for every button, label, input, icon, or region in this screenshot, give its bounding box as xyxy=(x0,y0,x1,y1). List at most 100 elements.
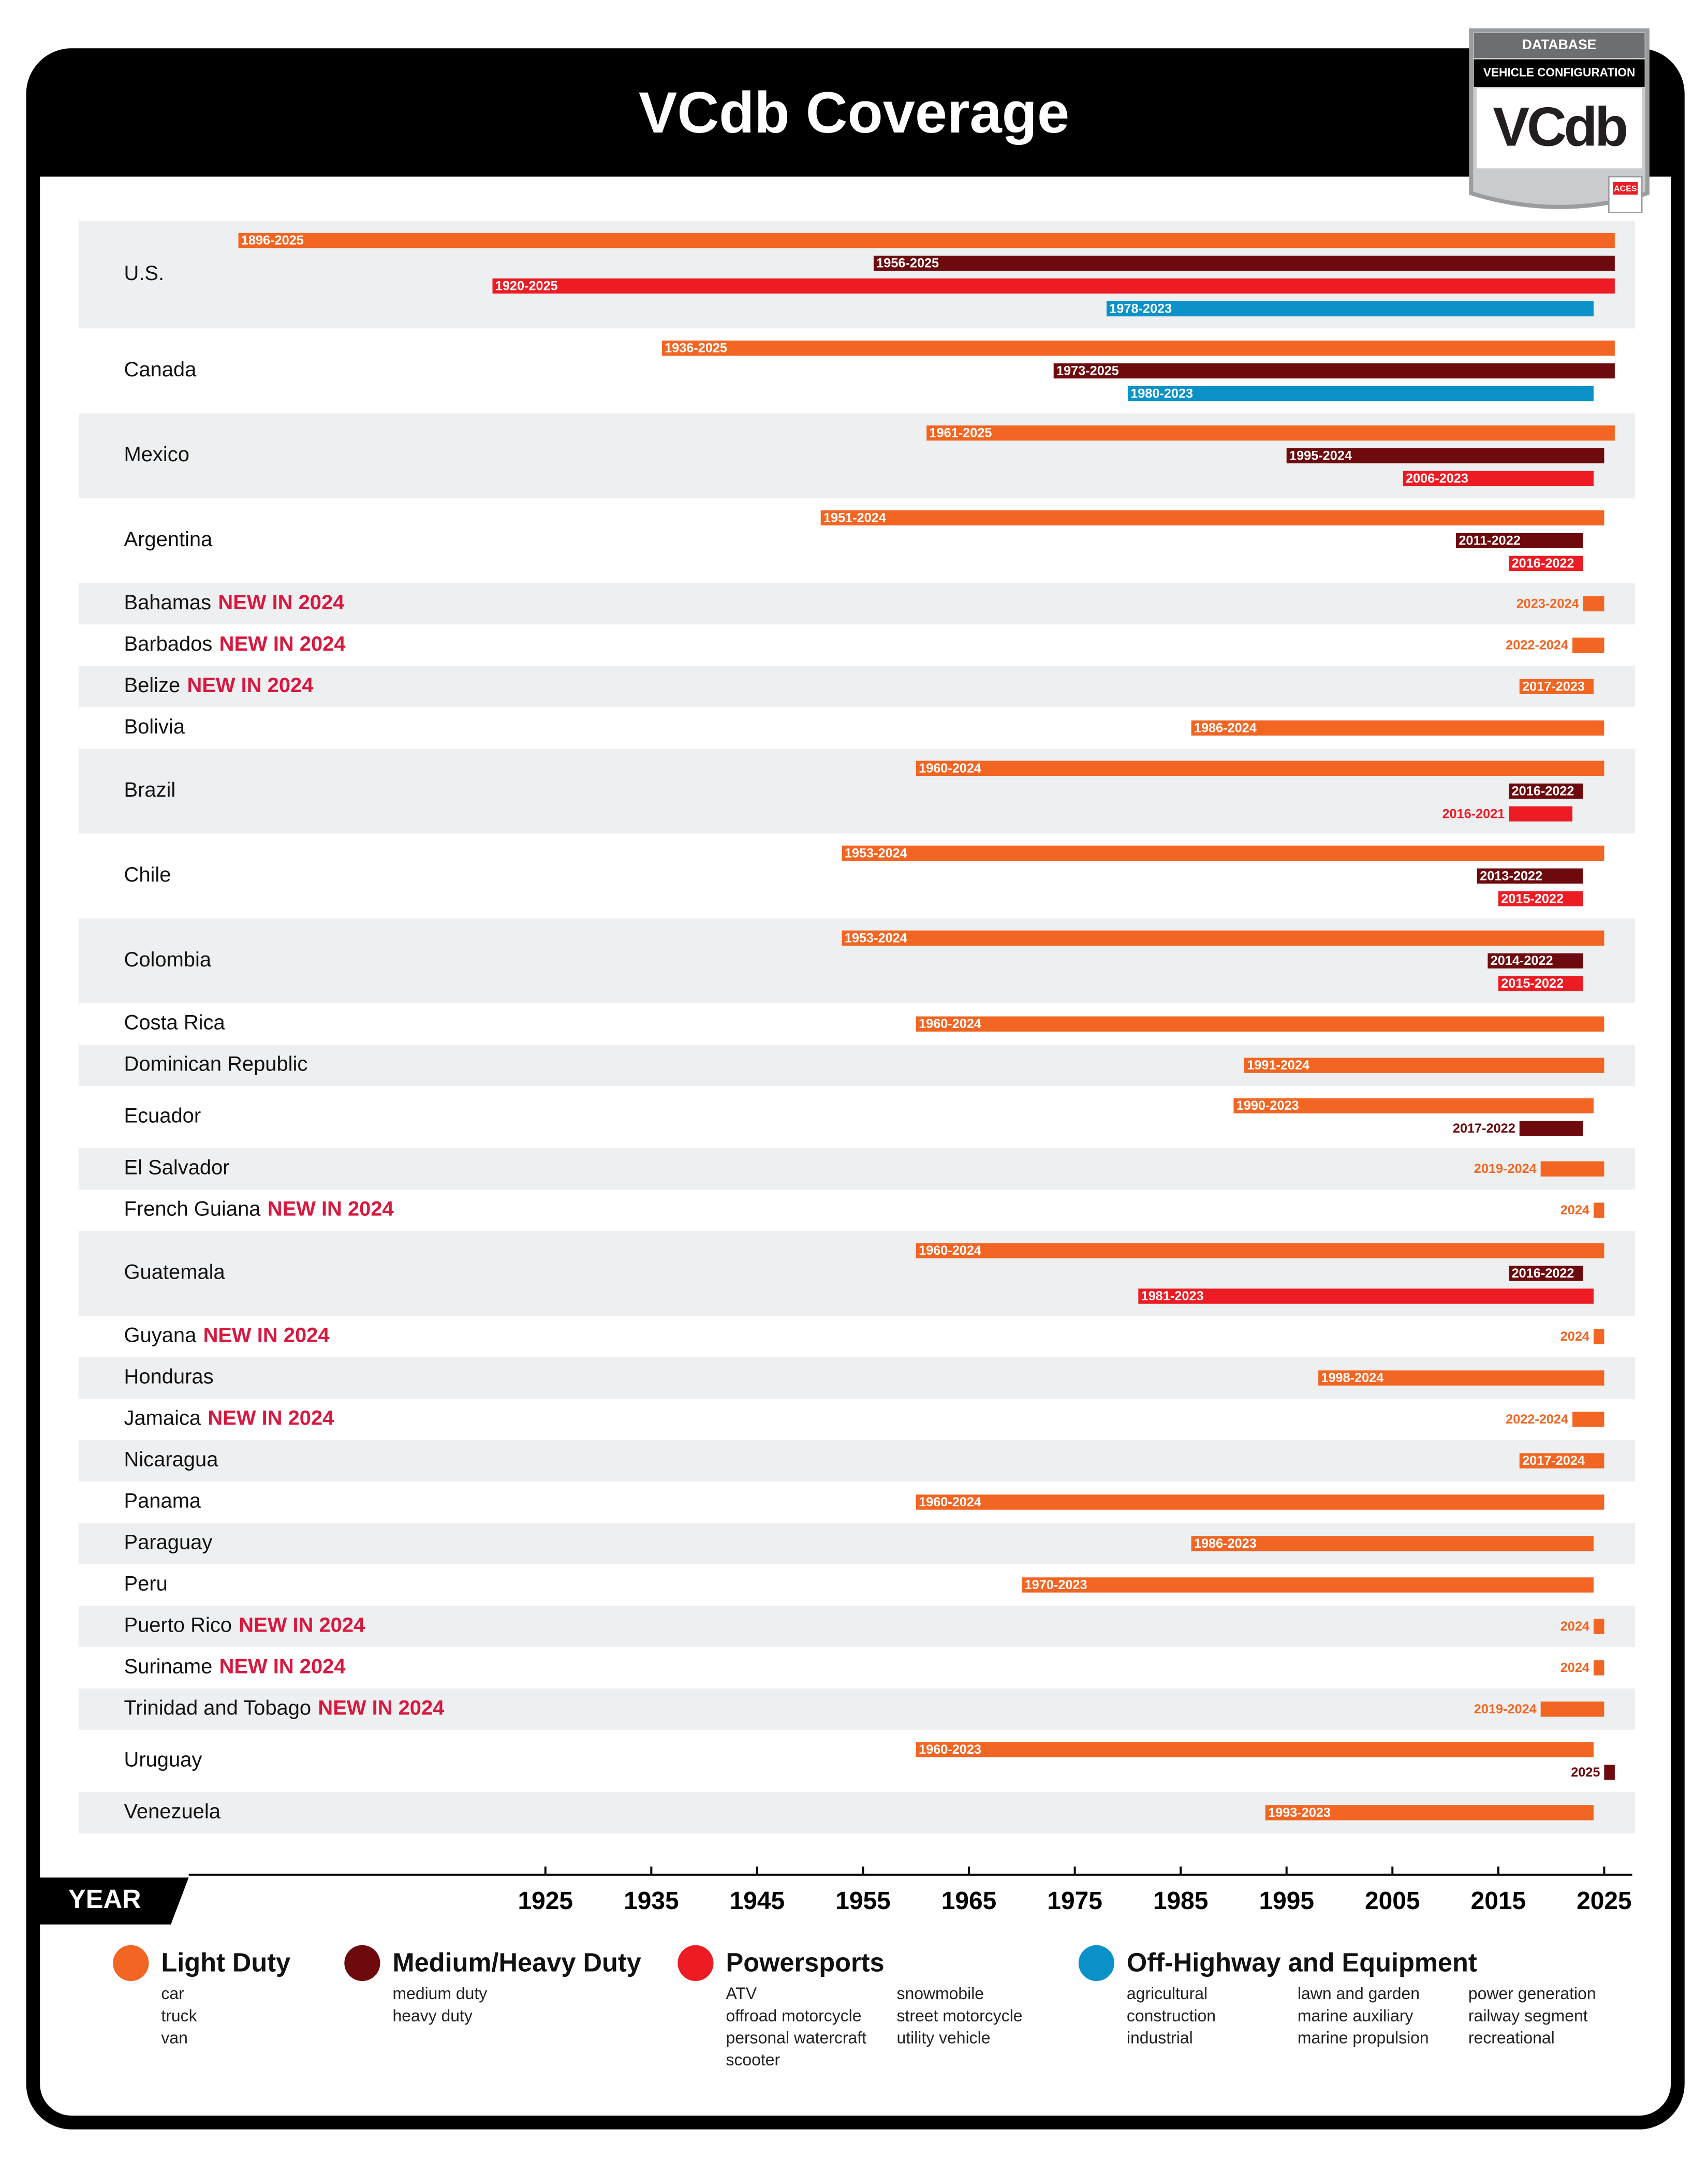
category-label: Panama xyxy=(124,1489,201,1512)
bar-label: 1956-2025 xyxy=(876,256,939,271)
range-bar xyxy=(1604,1765,1615,1780)
category-label: Argentina xyxy=(124,528,213,551)
logo-top-band xyxy=(1474,33,1645,58)
range-bar xyxy=(1509,783,1583,799)
category-label: Ecuador xyxy=(124,1105,201,1127)
bar-label: 1920-2025 xyxy=(495,279,558,294)
range-bar xyxy=(1583,596,1604,612)
bar-label: 2014-2022 xyxy=(1491,953,1553,968)
range-bar xyxy=(916,1742,1594,1757)
bar-label: 2015-2022 xyxy=(1501,891,1564,906)
category-label: Uruguay xyxy=(124,1748,202,1771)
range-bar xyxy=(1403,471,1594,487)
range-bar xyxy=(1138,1288,1594,1304)
bar-label: 2024 xyxy=(1560,1661,1589,1675)
category-label: Colombia xyxy=(124,948,212,971)
x-tick-label: 1945 xyxy=(730,1887,785,1915)
bar-label: 2011-2022 xyxy=(1459,533,1520,548)
logo-badge-band xyxy=(1613,182,1638,195)
category-label: Canada xyxy=(124,358,197,381)
logo-top: DATABASE xyxy=(1522,37,1597,52)
range-bar xyxy=(1540,1701,1604,1717)
range-bar xyxy=(1498,976,1583,991)
bar-label: 1978-2023 xyxy=(1109,302,1172,316)
range-bar xyxy=(1318,1370,1604,1386)
range-bar xyxy=(1572,1412,1604,1427)
x-tick-label: 2015 xyxy=(1471,1887,1526,1915)
range-bar xyxy=(842,930,1604,946)
x-tick-label: 1995 xyxy=(1259,1887,1314,1915)
bar-label: 1993-2023 xyxy=(1268,1806,1331,1820)
category-label: Guyana xyxy=(124,1324,197,1347)
range-bar xyxy=(492,278,1615,294)
category-note: NEW IN 2024 xyxy=(208,1407,334,1430)
legend-example: railway segment xyxy=(1468,2006,1588,2025)
range-bar xyxy=(873,255,1615,271)
x-tick-label: 1935 xyxy=(624,1887,679,1915)
category-label: Costa Rica xyxy=(124,1011,226,1034)
bar-label: 2016-2021 xyxy=(1442,806,1505,821)
legend-example: offroad motorcycle xyxy=(726,2006,861,2025)
bar-label: 1990-2023 xyxy=(1236,1098,1299,1113)
category-note: NEW IN 2024 xyxy=(239,1613,365,1636)
bar-label: 1960-2024 xyxy=(919,761,981,775)
legend-label: Powersports xyxy=(726,1947,884,1977)
bar-label: 2023-2024 xyxy=(1516,596,1579,611)
bar-label: 2025 xyxy=(1571,1765,1600,1780)
header-band xyxy=(33,55,1678,177)
range-bar xyxy=(1191,720,1604,736)
category-label: Puerto Rico xyxy=(124,1613,232,1636)
legend-example: street motorcycle xyxy=(897,2006,1023,2025)
range-bar xyxy=(1519,679,1594,695)
category-note: NEW IN 2024 xyxy=(219,633,346,655)
bar-label: 2024 xyxy=(1560,1619,1589,1634)
bar-label: 1936-2025 xyxy=(665,341,727,356)
range-bar xyxy=(1022,1577,1594,1593)
range-bar xyxy=(1244,1058,1604,1073)
legend-example: car xyxy=(161,1984,184,2003)
bar-label: 2024 xyxy=(1560,1329,1589,1344)
category-label: Paraguay xyxy=(124,1531,213,1553)
category-label: Bolivia xyxy=(124,715,185,738)
category-label: Jamaica xyxy=(124,1407,201,1430)
legend-label: Medium/Heavy Duty xyxy=(392,1947,641,1977)
legend-example: recreational xyxy=(1468,2028,1555,2047)
bar-label: 1981-2023 xyxy=(1141,1289,1204,1303)
category-note: NEW IN 2024 xyxy=(219,1655,346,1678)
category-label: Suriname xyxy=(124,1655,213,1678)
bar-label: 1951-2024 xyxy=(823,510,886,525)
legend-example: marine propulsion xyxy=(1298,2028,1429,2047)
range-bar xyxy=(1509,806,1573,821)
range-bar xyxy=(1540,1161,1604,1177)
bar-label: 2019-2024 xyxy=(1474,1162,1537,1176)
logo-mark: VCdb xyxy=(1493,96,1626,157)
range-bar xyxy=(1498,891,1583,906)
bar-label: 1960-2024 xyxy=(919,1495,981,1509)
bar-label: 1960-2023 xyxy=(919,1742,981,1757)
category-note: NEW IN 2024 xyxy=(268,1198,394,1221)
range-bar xyxy=(1233,1098,1594,1113)
legend-example: snowmobile xyxy=(897,1984,984,2003)
range-bar xyxy=(1477,868,1583,884)
legend-example: agricultural xyxy=(1127,1984,1208,2003)
range-bar xyxy=(661,340,1615,356)
category-note: NEW IN 2024 xyxy=(203,1324,330,1347)
category-label: Brazil xyxy=(124,779,176,801)
x-axis-label: YEAR xyxy=(68,1884,141,1914)
bar-label: 2017-2024 xyxy=(1522,1454,1585,1468)
range-bar xyxy=(1286,448,1604,464)
x-tick-label: 2005 xyxy=(1365,1887,1420,1915)
legend-swatch xyxy=(113,1945,149,1982)
bar-label: 2015-2022 xyxy=(1501,976,1564,991)
bar-label: 2022-2024 xyxy=(1506,1412,1568,1427)
category-label: U.S. xyxy=(124,262,165,285)
range-bar xyxy=(1593,1329,1604,1344)
bar-label: 1960-2024 xyxy=(919,1243,981,1258)
bar-label: 1953-2024 xyxy=(845,931,907,945)
category-note: NEW IN 2024 xyxy=(218,591,344,614)
legend-label: Light Duty xyxy=(161,1947,290,1977)
category-label: Barbados xyxy=(124,633,213,655)
bar-label: 2016-2022 xyxy=(1512,784,1574,798)
row-band xyxy=(78,1148,1635,1190)
range-bar xyxy=(820,510,1604,526)
